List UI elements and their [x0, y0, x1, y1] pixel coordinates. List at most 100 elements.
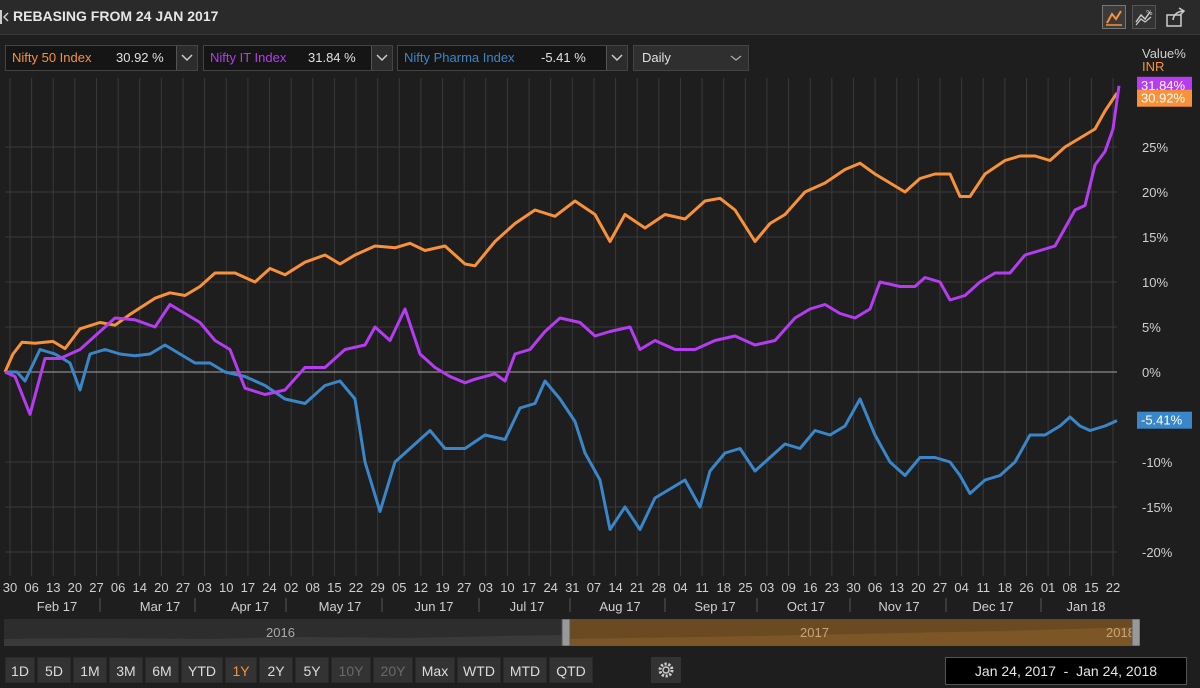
x-tick-label: 03 [197, 580, 211, 595]
legend-item-nifty-it[interactable]: Nifty IT Index 31.84 % [203, 45, 393, 71]
back-arrow-icon[interactable] [0, 9, 10, 25]
x-tick-label: 18 [716, 580, 730, 595]
date-range-end: Jan 24, 2018 [1076, 663, 1158, 679]
compare-chart-button[interactable]: % [1132, 5, 1156, 29]
range-button-1m[interactable]: 1M [73, 657, 107, 683]
x-tick-label: 23 [825, 580, 839, 595]
x-tick-label: 10 [219, 580, 233, 595]
x-tick-label: 26 [1019, 580, 1033, 595]
x-tick-label: 06 [24, 580, 38, 595]
last-value-badge-pharma: -5.41% [1137, 411, 1192, 429]
y-tick-label: 25% [1142, 140, 1168, 155]
x-month-label: Jun 17 [414, 599, 453, 614]
range-toolbar: 1D 5D 1M 3M 6M YTD 1Y 2Y 5Y 10Y 20Y Max WTD MTD QTD Ja… [0, 652, 1200, 688]
x-tick-label: 11 [976, 580, 990, 595]
last-value-badge-it: 31.84% [1137, 76, 1192, 94]
y-tick-label: -15% [1142, 500, 1173, 515]
range-button-20y[interactable]: 20Y [373, 657, 413, 683]
range-button-qtd[interactable]: QTD [549, 657, 593, 683]
series-line-nifty-50-index [3, 92, 1119, 373]
date-range-separator: - [1059, 663, 1073, 679]
compare-chart-icon: % [1133, 6, 1155, 28]
range-button-1d[interactable]: 1D [5, 657, 35, 683]
x-tick-label: 22 [349, 580, 363, 595]
frequency-value: Daily [642, 50, 671, 65]
svg-text:31.84%: 31.84% [1141, 78, 1186, 93]
y-tick-label: 20% [1142, 185, 1168, 200]
range-button-max[interactable]: Max [415, 657, 455, 683]
legend-item-nifty-50[interactable]: Nifty 50 Index 30.92 % [5, 45, 198, 71]
x-month-label: Dec 17 [972, 599, 1013, 614]
date-range-start: Jan 24, 2017 [974, 663, 1056, 679]
last-value-badge-nifty-50: 30.92% [1137, 89, 1192, 107]
chevron-down-icon[interactable] [371, 46, 392, 70]
navigator-year-2017: 2017 [800, 625, 829, 640]
x-tick-label: 28 [652, 580, 666, 595]
chart-header: REBASING FROM 24 JAN 2017 % [0, 0, 1200, 35]
y-tick-label: -20% [1142, 545, 1173, 560]
svg-text:30.92%: 30.92% [1141, 91, 1186, 106]
x-tick-label: 04 [673, 580, 687, 595]
y-tick-label: 0% [1142, 365, 1161, 380]
x-tick-label: 17 [241, 580, 255, 595]
chevron-down-icon[interactable] [606, 46, 627, 70]
x-month-label: Aug 17 [599, 599, 640, 614]
navigator-left-handle [561, 618, 571, 647]
y-tick-label: -10% [1142, 455, 1173, 470]
x-tick-label: 09 [781, 580, 795, 595]
x-month-label: Sep 17 [694, 599, 735, 614]
frequency-select[interactable]: Daily [633, 45, 749, 71]
series-name: Nifty 50 Index [12, 50, 92, 65]
y-axis-currency: INR [1142, 59, 1164, 74]
x-tick-label: 22 [1106, 580, 1120, 595]
x-tick-label: 29 [370, 580, 384, 595]
y-tick-label: 10% [1142, 275, 1168, 290]
y-axis-label: Value% [1142, 46, 1186, 61]
x-tick-label: 13 [46, 580, 60, 595]
range-button-wtd[interactable]: WTD [457, 657, 501, 683]
settings-gear-icon [651, 662, 681, 687]
range-button-5d[interactable]: 5D [37, 657, 71, 683]
x-month-label: Mar 17 [140, 599, 180, 614]
x-tick-label: 19 [435, 580, 449, 595]
range-button-10y[interactable]: 10Y [331, 657, 371, 683]
y-tick-label: 15% [1142, 230, 1168, 245]
x-tick-label: 13 [889, 580, 903, 595]
range-navigator[interactable]: 2016 2017 2018 [4, 618, 1141, 647]
range-button-ytd[interactable]: YTD [181, 657, 223, 683]
range-button-3m[interactable]: 3M [109, 657, 143, 683]
range-button-2y[interactable]: 2Y [259, 657, 293, 683]
range-button-6m[interactable]: 6M [145, 657, 179, 683]
x-month-label: May 17 [319, 599, 362, 614]
x-month-label: Oct 17 [787, 599, 825, 614]
x-month-label: Jul 17 [510, 599, 545, 614]
x-tick-label: 18 [998, 580, 1012, 595]
range-button-1y[interactable]: 1Y [225, 657, 257, 683]
series-value: 30.92 % [116, 50, 164, 65]
x-tick-label: 16 [803, 580, 817, 595]
x-tick-label: 11 [695, 580, 709, 595]
x-tick-label: 01 [1041, 580, 1055, 595]
chart-area: 30 06 13 20 27 06 14 20 27 03 10 17 24 02 08 15 22 29 05 12… [2, 46, 1192, 614]
x-tick-label: 15 [1084, 580, 1098, 595]
series-name: Nifty IT Index [210, 50, 287, 65]
settings-gear-button[interactable] [651, 657, 681, 683]
line-chart-icon [1103, 6, 1125, 28]
x-tick-label: 20 [911, 580, 925, 595]
x-tick-label: 06 [868, 580, 882, 595]
range-button-5y[interactable]: 5Y [295, 657, 329, 683]
legend-item-nifty-pharma[interactable]: Nifty Pharma Index -5.41 % [397, 45, 628, 71]
date-range-field[interactable]: Jan 24, 2017 - Jan 24, 2018 [945, 657, 1187, 685]
chevron-down-icon [728, 46, 744, 78]
x-tick-label: 27 [89, 580, 103, 595]
range-button-mtd[interactable]: MTD [503, 657, 547, 683]
x-tick-label: 20 [154, 580, 168, 595]
x-tick-label: 31 [565, 580, 579, 595]
x-tick-label: 08 [1063, 580, 1077, 595]
chevron-down-icon[interactable] [176, 46, 197, 70]
line-chart-button[interactable] [1102, 5, 1126, 29]
share-icon[interactable] [1164, 6, 1188, 28]
series-line-nifty-pharma-index [5, 343, 1118, 531]
x-tick-label: 03 [479, 580, 493, 595]
svg-text:-5.41%: -5.41% [1141, 413, 1183, 428]
